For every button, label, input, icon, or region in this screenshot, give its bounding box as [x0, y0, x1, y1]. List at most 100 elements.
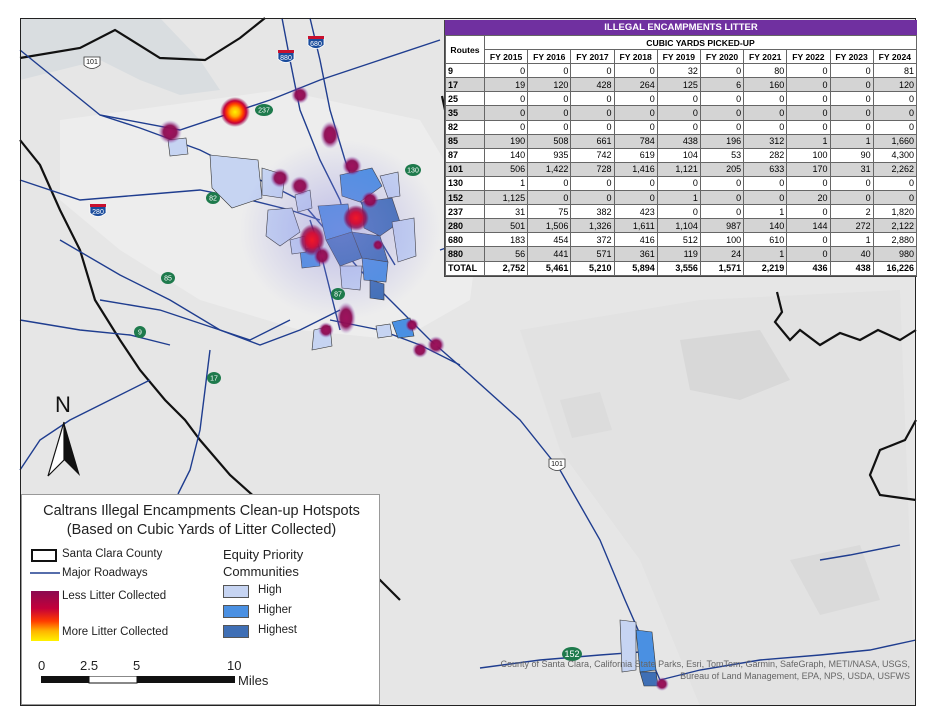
value-cell: 0 [829, 63, 874, 79]
value-cell: 2,752 [483, 260, 529, 276]
equity-highest-label: Highest [258, 624, 297, 636]
value-cell: 0 [570, 190, 615, 206]
value-cell: 272 [829, 218, 874, 234]
total-row: TOTAL 2,752 5,461 5,210 5,894 3,556 1,571 2,219… [445, 260, 918, 276]
table-row: 280 501 1,506 1,326 1,611 1,104 987 140 144 272 2,… [445, 218, 918, 234]
year-header: FY 2020 [699, 49, 745, 65]
us-101-shield-south: 101 [548, 458, 566, 471]
value-cell: 0 [786, 77, 831, 93]
litter-table-panel: ILLEGAL ENCAMPMENTS LITTER Routes CUBIC … [444, 20, 918, 277]
shield-label: 87 [334, 292, 342, 299]
attribution-line2: Bureau of Land Management, EPA, NPS, USD… [680, 671, 910, 681]
route-shields: 101 880 680 237 130 82 [83, 36, 582, 661]
scale-tick-0: 0 [38, 658, 46, 673]
equity-higher-label: Higher [258, 604, 292, 616]
route-cell: TOTAL [445, 260, 485, 276]
county-boundary [19, 17, 917, 601]
route-cell: 17 [445, 77, 485, 93]
legend-title-line2: (Based on Cubic Yards of Litter Collecte… [66, 522, 337, 538]
value-cell: 1,506 [527, 218, 572, 234]
table-row: 35 0 0 0 0 0 0 0 0 0 0 [445, 105, 918, 121]
sr-17-shield: 17 [207, 372, 221, 384]
route-cell: 87 [445, 147, 485, 163]
shield-label: 82 [209, 196, 217, 203]
scale-tick-2-5: 2.5 [80, 658, 99, 673]
value-cell: 0 [829, 77, 874, 93]
value-cell: 32 [656, 63, 701, 79]
shield-label: 280 [92, 209, 104, 216]
year-header: FY 2023 [829, 49, 874, 65]
value-cell: 19 [483, 77, 529, 93]
value-cell: 264 [613, 77, 658, 93]
value-cell: 100 [699, 232, 745, 248]
value-cell: 1 [829, 232, 874, 248]
value-cell: 1,125 [483, 190, 529, 206]
value-cell: 100 [786, 147, 831, 163]
value-cell: 6 [699, 77, 745, 93]
equity-higher-swatch [223, 605, 249, 618]
value-cell: 140 [743, 218, 788, 234]
value-cell: 24 [699, 246, 745, 262]
value-cell: 104 [656, 147, 701, 163]
value-cell: 571 [570, 246, 615, 262]
value-cell: 382 [570, 204, 615, 220]
value-cell: 160 [743, 77, 788, 93]
value-cell: 0 [570, 91, 615, 107]
value-cell: 80 [743, 63, 788, 79]
value-cell: 0 [613, 190, 658, 206]
year-header: FY 2015 [483, 49, 529, 65]
route-cell: 680 [445, 232, 485, 248]
value-cell: 416 [613, 232, 658, 248]
table-row: 85 190 508 661 784 438 196 312 1 1 1,660 [445, 133, 918, 149]
value-cell: 1 [786, 133, 831, 149]
shield-label: 9 [138, 330, 142, 337]
value-cell: 0 [527, 91, 572, 107]
shield-label: 101 [551, 461, 563, 468]
sr-152-shield: 152 [562, 647, 582, 661]
year-header: FY 2024 [872, 49, 918, 65]
value-cell: 0 [786, 232, 831, 248]
year-header: FY 2019 [656, 49, 701, 65]
north-arrow: N [44, 392, 84, 480]
value-cell: 454 [527, 232, 572, 248]
value-cell: 3,556 [656, 260, 701, 276]
parcel-light [790, 545, 880, 615]
value-cell: 742 [570, 147, 615, 163]
value-cell: 1,326 [570, 218, 615, 234]
value-cell: 0 [786, 91, 831, 107]
value-cell: 661 [570, 133, 615, 149]
value-cell: 16,226 [872, 260, 918, 276]
value-cell: 2,219 [743, 260, 788, 276]
value-cell: 1,104 [656, 218, 701, 234]
value-cell: 0 [699, 190, 745, 206]
value-cell: 0 [570, 105, 615, 121]
value-cell: 40 [829, 246, 874, 262]
value-cell: 0 [699, 204, 745, 220]
value-cell: 512 [656, 232, 701, 248]
roadway-swatch [30, 572, 60, 574]
sr-9-shield: 9 [134, 326, 146, 338]
value-cell: 170 [786, 161, 831, 177]
value-cell: 282 [743, 147, 788, 163]
table-row: 9 0 0 0 0 32 0 80 0 0 81 [445, 63, 918, 79]
value-cell: 0 [872, 175, 918, 192]
group-header: CUBIC YARDS PICKED-UP [484, 34, 917, 51]
value-cell: 0 [699, 175, 745, 192]
value-cell: 1 [743, 246, 788, 262]
year-header: FY 2021 [743, 49, 788, 65]
value-cell: 0 [483, 105, 529, 121]
value-cell: 0 [699, 63, 745, 79]
equity-high-swatch [223, 585, 249, 598]
route-cell: 9 [445, 63, 485, 79]
value-cell: 0 [570, 63, 615, 79]
value-cell: 0 [786, 119, 831, 135]
value-cell: 0 [829, 119, 874, 135]
value-cell: 0 [872, 190, 918, 206]
value-cell: 5,210 [570, 260, 615, 276]
value-cell: 0 [872, 91, 918, 107]
value-cell: 0 [829, 190, 874, 206]
value-cell: 0 [570, 175, 615, 192]
value-cell: 1 [656, 190, 701, 206]
value-cell: 728 [570, 161, 615, 177]
route-cell: 880 [445, 246, 485, 262]
